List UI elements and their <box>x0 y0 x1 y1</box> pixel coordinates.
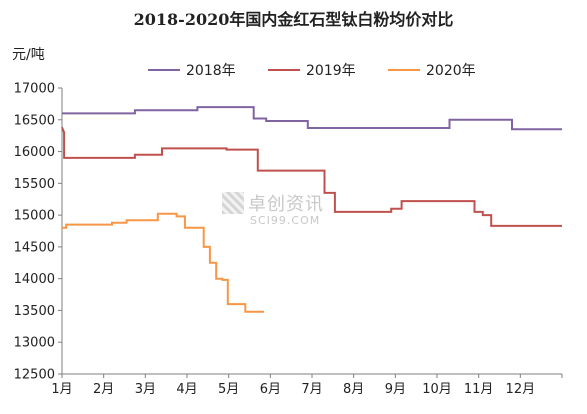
y-tick-label: 15000 <box>14 209 55 224</box>
watermark-subtext: SCI99.COM <box>250 214 321 227</box>
x-tick-label: 7月 <box>301 382 322 397</box>
x-tick-label: 4月 <box>176 382 197 397</box>
y-tick-label: 15500 <box>14 177 55 192</box>
y-tick-label: 16000 <box>14 145 55 160</box>
series-layer <box>61 106 562 313</box>
x-tick-label: 12月 <box>506 382 536 397</box>
x-tick-label: 3月 <box>135 382 156 397</box>
y-tick-label: 17000 <box>14 82 55 97</box>
y-tick-label: 13500 <box>14 304 55 319</box>
y-tick-label: 16500 <box>14 113 55 128</box>
watermark-logo-icon <box>222 192 244 214</box>
chart-title: 2018-2020年国内金红石型钛白粉均价对比 <box>133 10 454 29</box>
legend-label: 2020年 <box>426 63 476 79</box>
y-tick-label: 14000 <box>14 272 55 287</box>
y-tick-label: 13000 <box>14 336 55 351</box>
legend-label: 2018年 <box>186 63 236 79</box>
y-tick-label: 12500 <box>14 368 55 383</box>
axes: 12500 13000 13500 14000 14500 15000 15500 16000… <box>14 82 563 397</box>
series-line <box>62 212 265 313</box>
y-axis-unit-label: 元/吨 <box>12 47 45 63</box>
x-tick-label: 1月 <box>51 382 72 397</box>
series-line <box>62 106 562 131</box>
x-tick-label: 6月 <box>260 382 281 397</box>
x-tick-label: 2月 <box>93 382 114 397</box>
x-tick-label: 9月 <box>385 382 406 397</box>
watermark-text: 卓创资讯 <box>248 194 324 215</box>
x-tick-label: 10月 <box>422 382 452 397</box>
x-tick-label: 8月 <box>343 382 364 397</box>
x-tick-label: 11月 <box>464 382 494 397</box>
legend: 2018年 2019年 2020年 <box>148 63 476 79</box>
y-tick-label: 14500 <box>14 240 55 255</box>
legend-label: 2019年 <box>306 63 356 79</box>
series-line <box>61 127 562 227</box>
x-tick-label: 5月 <box>218 382 239 397</box>
